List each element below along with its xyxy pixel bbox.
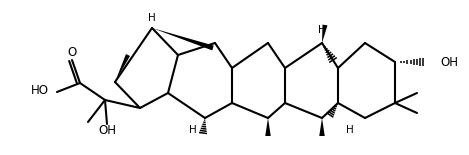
Polygon shape	[322, 25, 327, 43]
Text: OH: OH	[440, 55, 458, 69]
Text: HO: HO	[31, 84, 49, 97]
Text: O: O	[68, 46, 76, 58]
Polygon shape	[152, 28, 214, 50]
Polygon shape	[115, 54, 130, 82]
Text: H: H	[346, 125, 354, 135]
Text: OH: OH	[98, 124, 116, 137]
Text: H: H	[189, 125, 197, 135]
Polygon shape	[319, 118, 325, 136]
Text: H: H	[148, 13, 156, 23]
Polygon shape	[265, 118, 271, 136]
Text: H: H	[318, 25, 326, 35]
